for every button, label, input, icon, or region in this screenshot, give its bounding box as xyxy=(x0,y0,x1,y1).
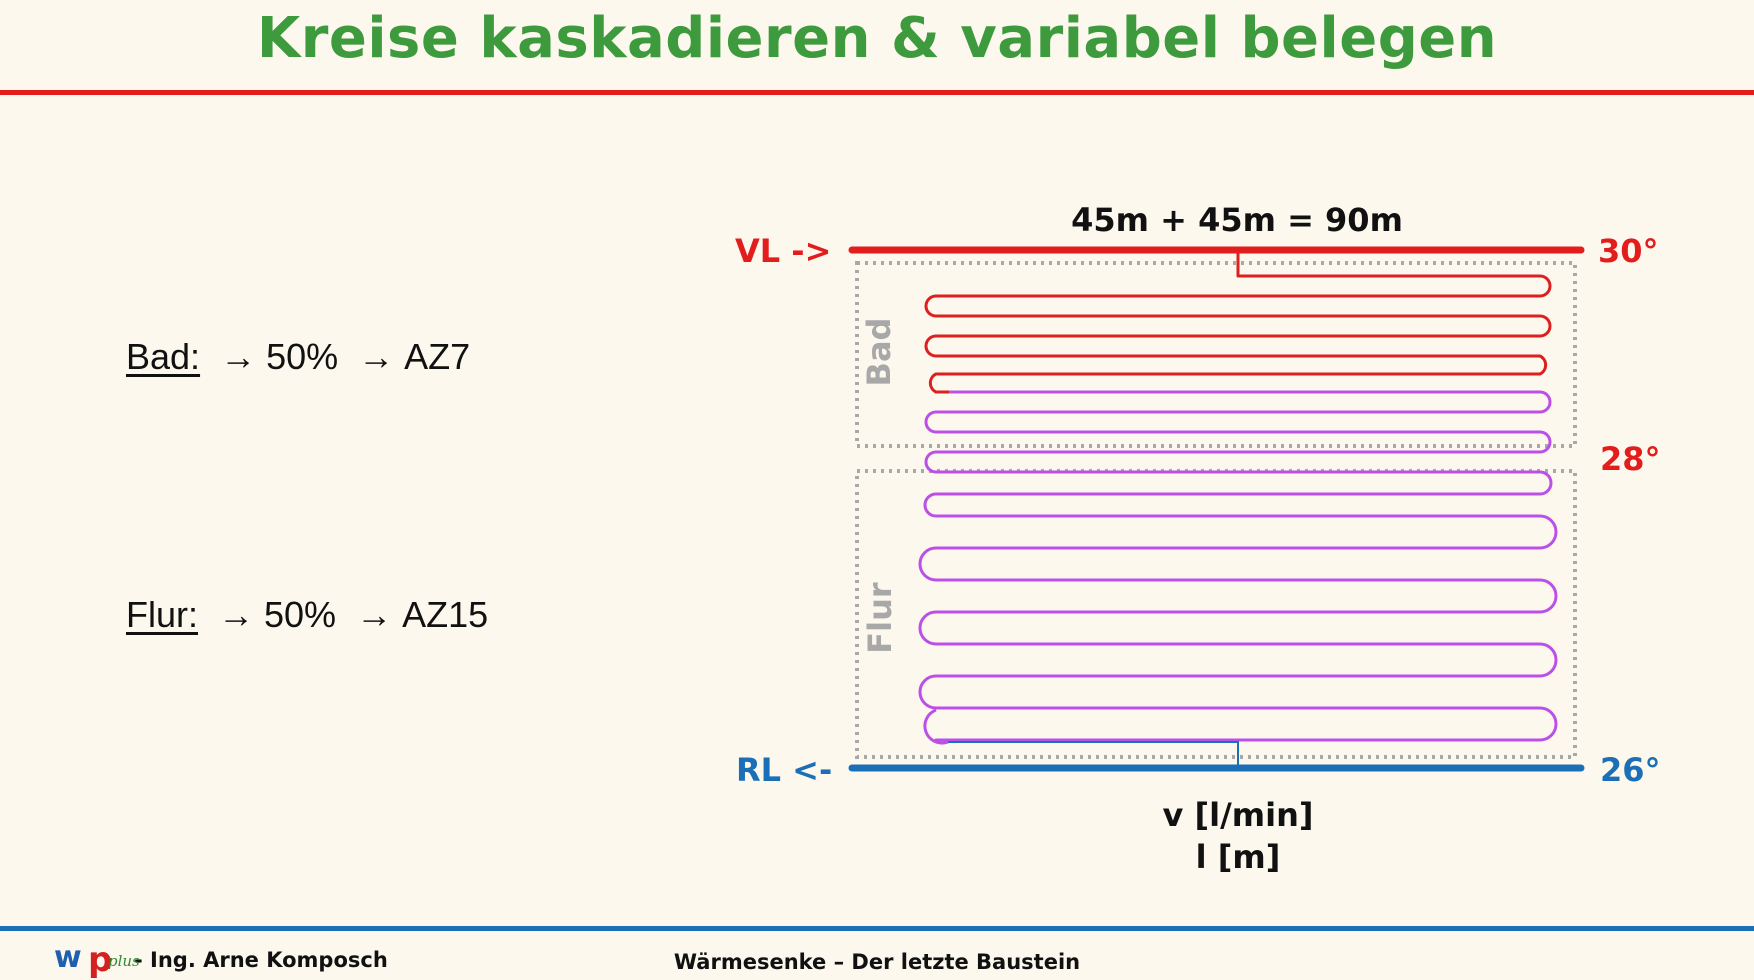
room-setting: AZ15 xyxy=(402,594,489,635)
meander-end-bend xyxy=(923,708,949,745)
room-line-flur: Flur: → 50% → AZ15 xyxy=(126,594,488,636)
title-underline xyxy=(0,90,1754,95)
return-label: RL <- xyxy=(736,751,832,789)
zone-label-flur: Flur xyxy=(861,582,899,654)
zone-bad-border xyxy=(855,261,1577,448)
arrow-right-icon: → xyxy=(358,336,395,377)
pipe-meander xyxy=(918,250,1558,768)
arrow-right-icon: → xyxy=(220,336,257,377)
room-share: 50% xyxy=(264,594,337,635)
arrow-right-icon: → xyxy=(218,594,255,635)
flow-label: v [l/min] xyxy=(1163,796,1314,834)
room-setting: AZ7 xyxy=(404,336,471,377)
room-label: Bad: xyxy=(126,336,201,377)
wp-plus-logo: w p plus xyxy=(54,940,140,980)
author-name: - Ing. Arne Komposch xyxy=(134,948,388,972)
meander-cool xyxy=(918,390,1558,743)
arrow-right-icon: → xyxy=(356,594,393,635)
room-line-bad: Bad: → 50% → AZ7 xyxy=(126,336,470,378)
logo-plus: plus xyxy=(108,952,140,970)
supply-label: VL -> xyxy=(735,232,831,270)
footer-branding: w p plus - Ing. Arne Komposch xyxy=(54,940,388,980)
length-unit-label: l [m] xyxy=(1196,838,1281,876)
temp-supply: 30° xyxy=(1598,232,1659,270)
slide-title: Kreise kaskadieren & variabel belegen xyxy=(256,6,1498,71)
meander-hot xyxy=(924,250,1552,394)
footer-rule xyxy=(0,926,1754,931)
zone-flur-border xyxy=(855,469,1577,759)
logo-letter-w: w xyxy=(54,940,82,975)
temp-return: 26° xyxy=(1600,751,1661,789)
temp-mid: 28° xyxy=(1600,440,1661,478)
room-label: Flur: xyxy=(126,594,198,635)
logo-letter-p: p xyxy=(88,940,113,980)
room-share: 50% xyxy=(266,336,339,377)
length-label: 45m + 45m = 90m xyxy=(1071,201,1403,239)
return-connector xyxy=(948,741,1239,768)
footer-subtitle: Wärmesenke – Der letzte Baustein xyxy=(673,950,1081,974)
zone-label-bad: Bad xyxy=(860,318,898,387)
